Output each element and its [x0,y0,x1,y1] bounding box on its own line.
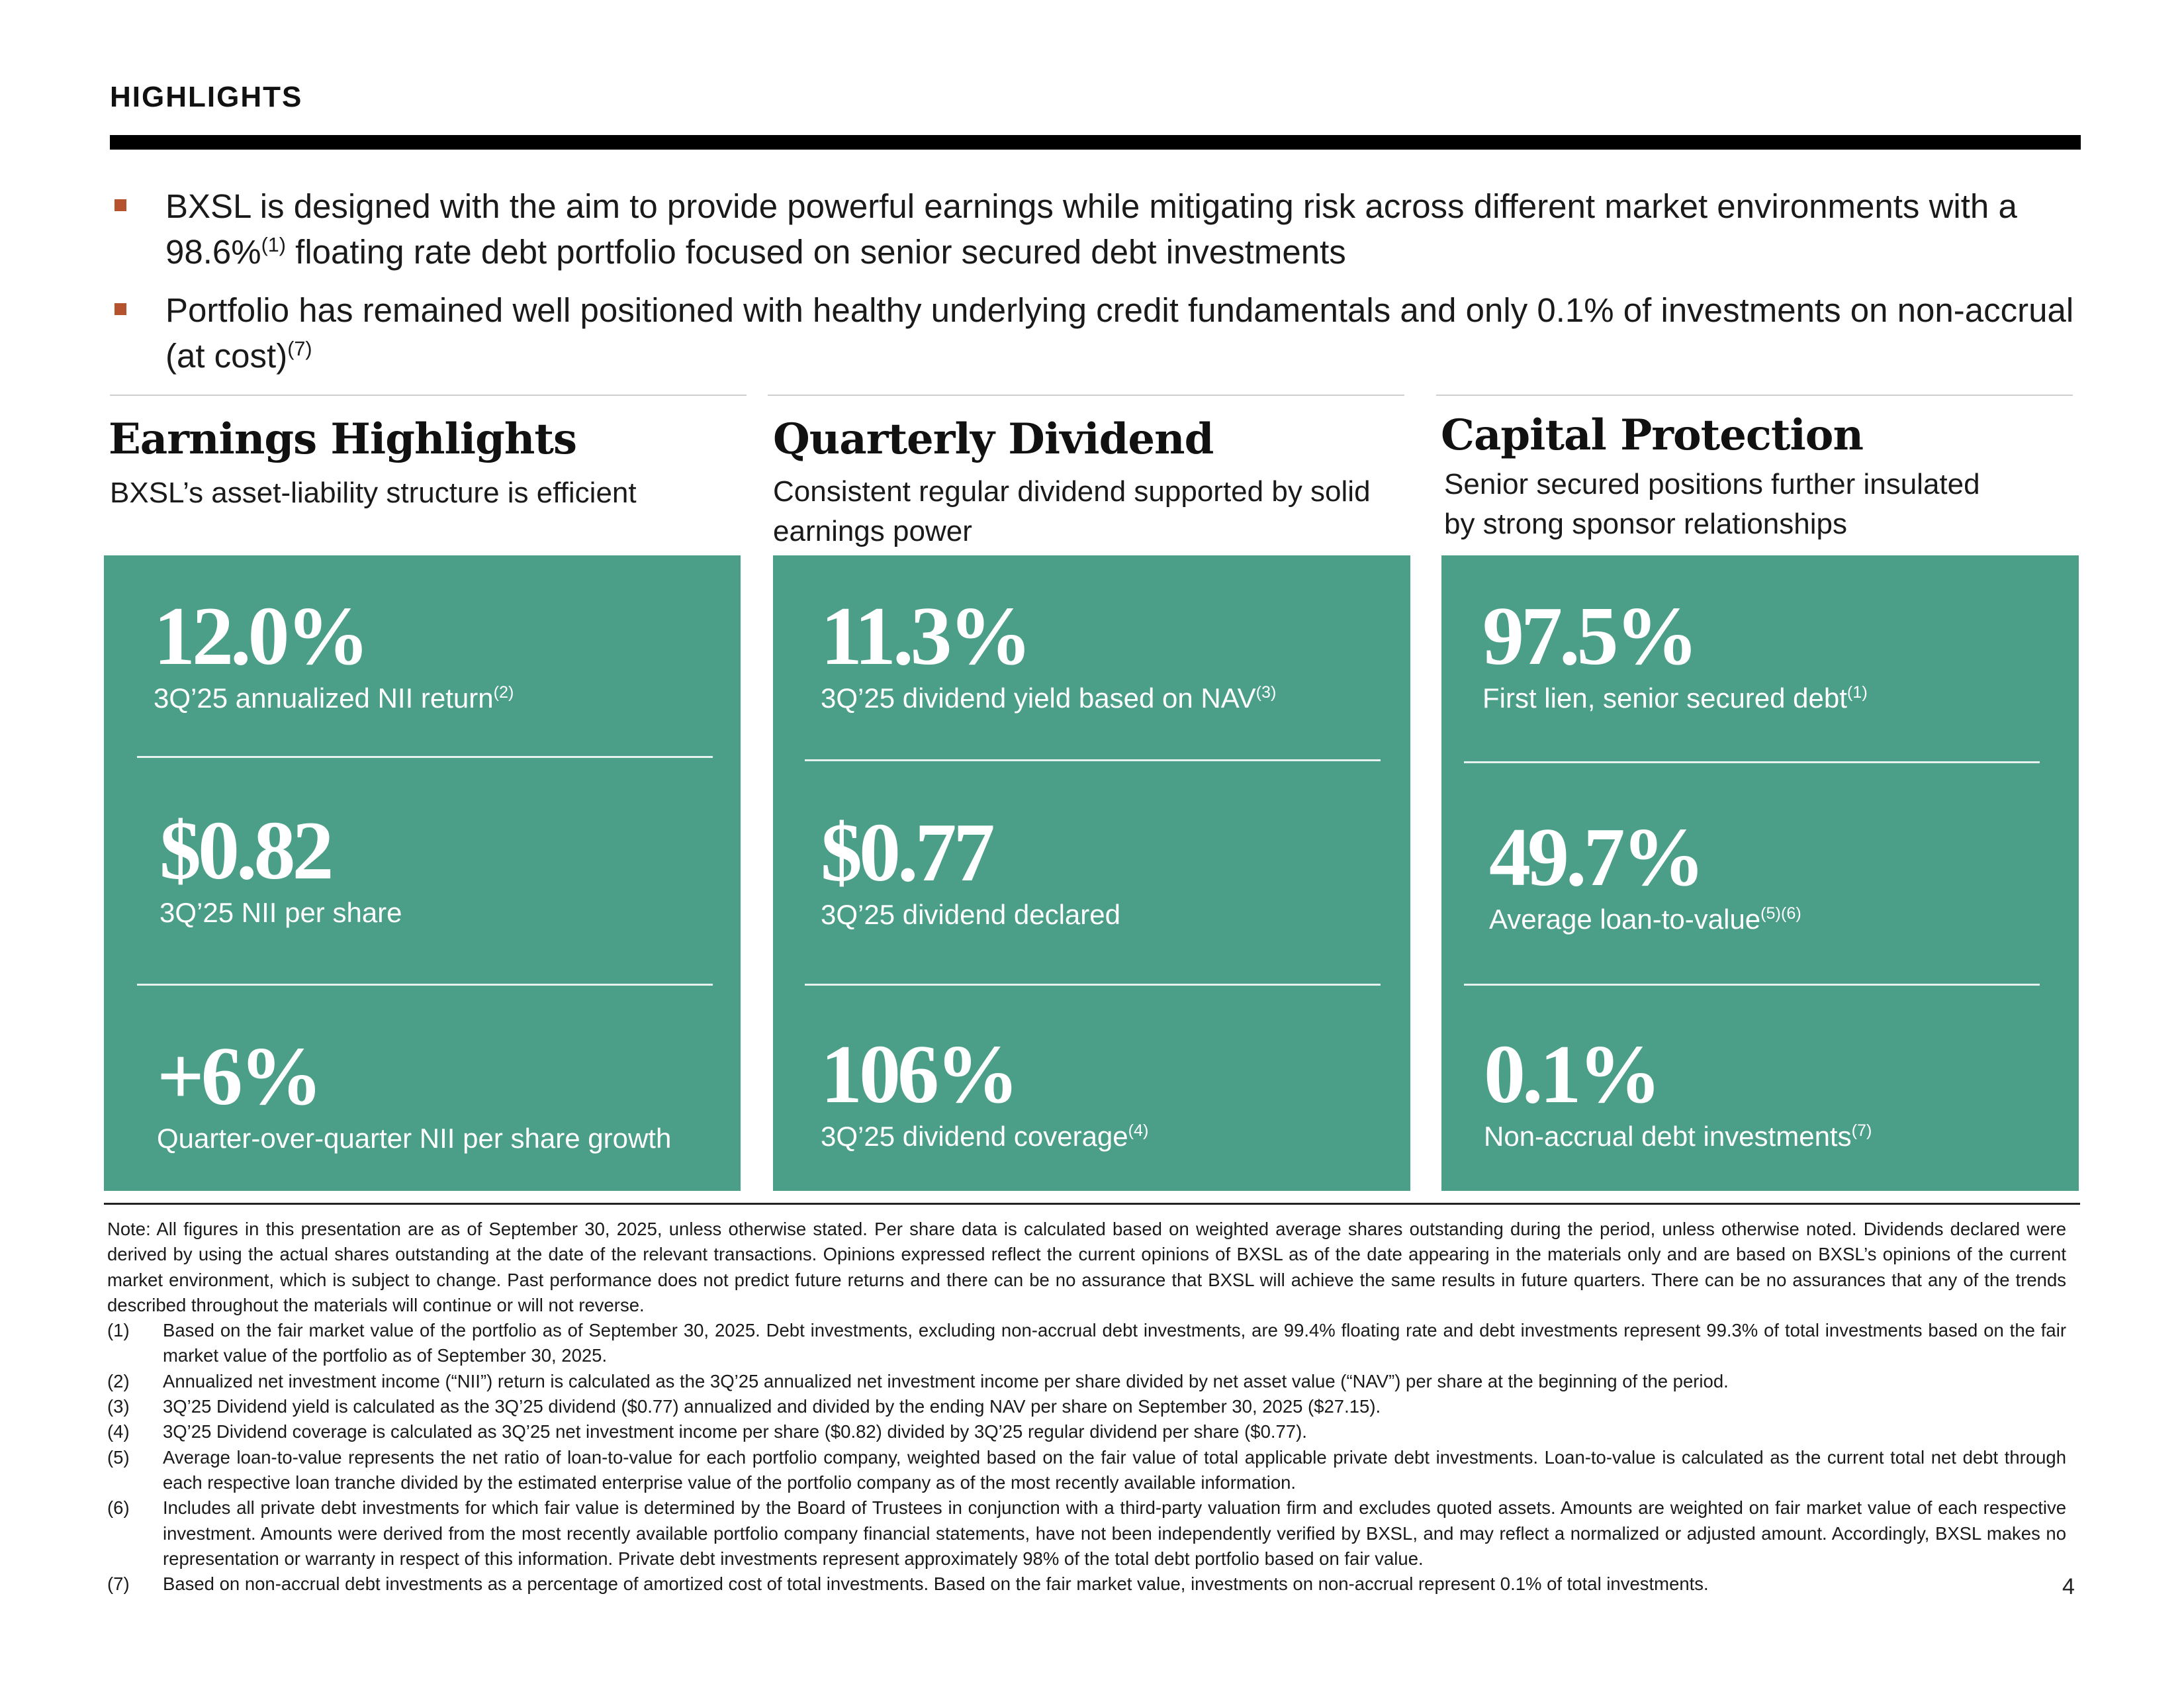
kpi-label: 3Q’25 dividend coverage(4) [821,1121,1149,1152]
bullet-square-icon [114,303,126,315]
notes-block: Note: All figures in this presentation a… [107,1217,2066,1597]
header-rule [110,135,2081,150]
earnings-highlights-panel: 12.0% 3Q’25 annualized NII return(2) $0.… [104,555,741,1191]
bullet-square-icon [114,199,126,211]
kpi-divider [805,984,1381,986]
footnote-number: (2) [107,1370,130,1391]
column-rule [110,395,747,396]
kpi-value: $0.82 [159,805,334,897]
kpi-first-lien: 97.5% First lien, senior secured debt(1) [1482,594,1868,714]
bullet-text: BXSL is designed with the aim to provide… [165,187,2017,271]
kpi-label: Average loan-to-value(5)(6) [1489,904,1801,935]
footnote: (2) Annualized net investment income (“NI… [107,1369,2066,1394]
kpi-label: 3Q’25 dividend declared [821,899,1120,930]
kpi-label: Quarter-over-quarter NII per share growt… [157,1123,672,1154]
kpi-nii-return: 12.0% 3Q’25 annualized NII return(2) [154,594,514,714]
footnote: (1) Based on the fair market value of the… [107,1318,2066,1369]
kpi-divider [137,756,713,758]
quarterly-dividend-title: Quarterly Dividend [773,414,1214,464]
footnote-number: (1) [107,1320,130,1341]
kpi-nii-per-share: $0.82 3Q’25 NII per share [159,808,402,929]
capital-protection-panel: 97.5% First lien, senior secured debt(1)… [1441,555,2079,1191]
kpi-divider [805,759,1381,761]
footnote-number: (4) [107,1421,130,1442]
capital-protection-subtitle: Senior secured positions further insulat… [1444,468,1980,540]
kpi-label: First lien, senior secured debt(1) [1482,682,1868,714]
page-number: 4 [2062,1574,2075,1599]
footnote: (6) Includes all private debt investments… [107,1495,2066,1571]
quarterly-dividend-panel: 11.3% 3Q’25 dividend yield based on NAV(… [773,555,1410,1191]
earnings-highlights-subtitle: BXSL’s asset-liability structure is effi… [110,477,637,509]
kpi-value: 106% [821,1029,1019,1121]
column-rule [768,395,1404,396]
kpi-label: Non-accrual debt investments(7) [1484,1121,1872,1152]
footnote-number: (3) [107,1396,130,1417]
footnote: (4) 3Q’25 Dividend coverage is calculated… [107,1419,2066,1444]
capital-protection-title: Capital Protection [1441,410,1864,460]
footnote-number: (7) [107,1573,130,1595]
kpi-value: 0.1% [1484,1029,1662,1121]
kpi-dividend-yield: 11.3% 3Q’25 dividend yield based on NAV(… [821,594,1276,714]
bullet-text: Portfolio has remained well positioned w… [165,291,2074,375]
notes-rule [104,1203,2080,1205]
earnings-highlights-title: Earnings Highlights [109,414,577,464]
kpi-nii-growth: +6% Quarter-over-quarter NII per share g… [157,1034,671,1154]
kpi-value: 11.3% [821,590,1032,682]
kpi-value: 97.5% [1482,590,1698,682]
footnote: (5) Average loan-to-value represents the … [107,1445,2066,1496]
notes-intro: Note: All figures in this presentation a… [107,1219,2066,1315]
section-title: HIGHLIGHTS [110,81,303,113]
kpi-value: +6% [157,1031,323,1123]
kpi-dividend-coverage: 106% 3Q’25 dividend coverage(4) [821,1032,1148,1152]
kpi-divider [1464,984,2040,986]
kpi-value: $0.77 [821,807,995,899]
kpi-label: 3Q’25 dividend yield based on NAV(3) [821,682,1277,714]
column-rule [1436,395,2073,396]
kpi-label: 3Q’25 annualized NII return(2) [154,682,514,714]
kpi-divider [1464,761,2040,763]
kpi-dividend-declared: $0.77 3Q’25 dividend declared [821,810,1120,931]
kpi-divider [137,984,713,986]
quarterly-dividend-subtitle: Consistent regular dividend supported by… [773,475,1371,547]
footnote: (3) 3Q’25 Dividend yield is calculated as… [107,1394,2066,1419]
kpi-label: 3Q’25 NII per share [159,897,402,928]
kpi-value: 49.7% [1489,812,1705,904]
kpi-value: 12.0% [154,590,370,682]
footnote-number: (6) [107,1497,130,1519]
footnote: (7) Based on non-accrual debt investments… [107,1571,2066,1597]
kpi-non-accrual: 0.1% Non-accrual debt investments(7) [1484,1032,1872,1152]
kpi-loan-to-value: 49.7% Average loan-to-value(5)(6) [1489,815,1801,935]
footnote-number: (5) [107,1446,130,1468]
